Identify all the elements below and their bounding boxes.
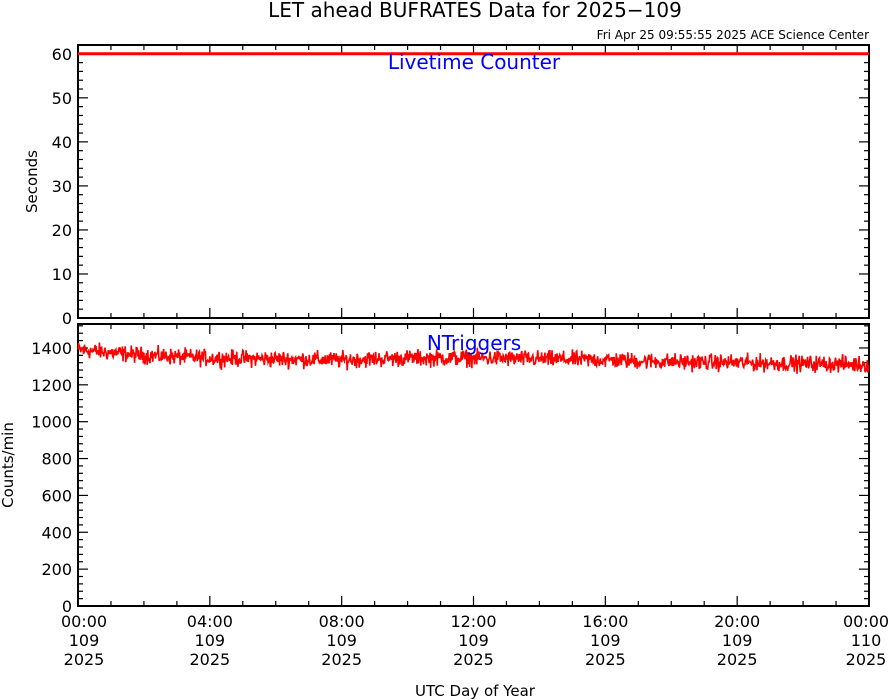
series-line — [77, 342, 870, 374]
x-tick-label: 2025 — [321, 650, 362, 669]
panel-frame — [77, 44, 870, 319]
x-tick-label: 2025 — [846, 650, 887, 669]
panel-annotation: NTriggers — [427, 331, 521, 355]
y-tick-label: 1000 — [31, 413, 72, 432]
x-tick-label: 2025 — [189, 650, 230, 669]
x-tick-label: 110 — [851, 631, 882, 650]
y-tick-label: 20 — [52, 221, 72, 240]
timestamp: Fri Apr 25 09:55:55 2025 ACE Science Cen… — [597, 28, 869, 42]
x-tick-label: 2025 — [64, 650, 105, 669]
x-tick-label: 109 — [722, 631, 753, 650]
y-tick-label: 1200 — [31, 376, 72, 395]
y-tick-label: 200 — [41, 560, 72, 579]
x-axis-label: UTC Day of Year — [415, 682, 536, 700]
y-axis-label: Seconds — [23, 150, 41, 213]
x-tick-label: 2025 — [453, 650, 494, 669]
y-tick-label: 10 — [52, 265, 72, 284]
x-tick-label: 109 — [195, 631, 226, 650]
x-tick-label: 109 — [590, 631, 621, 650]
x-tick-label: 109 — [69, 631, 100, 650]
x-tick-label: 109 — [326, 631, 357, 650]
y-tick-label: 30 — [52, 177, 72, 196]
y-tick-label: 600 — [41, 486, 72, 505]
y-tick-label: 800 — [41, 450, 72, 469]
bottom-panel: 0 200 400 600 800 1000 1200 1400 Counts/min NTrig… — [0, 323, 870, 616]
y-tick-label: 40 — [52, 133, 72, 152]
y-tick-label: 0 — [62, 597, 72, 616]
panel-annotation: Livetime Counter — [388, 50, 561, 74]
y-tick-label: 1400 — [31, 339, 72, 358]
y-tick-label: 0 — [62, 309, 72, 328]
x-tick-label: 00:00 — [61, 612, 107, 631]
y-tick-label: 50 — [52, 89, 72, 108]
x-tick-label: 20:00 — [714, 612, 760, 631]
x-tick-label: 12:00 — [450, 612, 496, 631]
x-tick-label: 2025 — [717, 650, 758, 669]
top-panel: 0 10 20 30 40 50 60 Seconds Livetime Counter — [23, 44, 870, 328]
y-tick-label: 400 — [41, 523, 72, 542]
y-tick-label: 60 — [52, 45, 72, 64]
x-tick-label: 04:00 — [187, 612, 233, 631]
x-tick-label: 00:00 — [843, 612, 889, 631]
x-axis-labels: 00:00109202504:00109202508:00109202512:0… — [61, 612, 889, 669]
y-axis-label: Counts/min — [0, 422, 17, 508]
x-tick-label: 08:00 — [319, 612, 365, 631]
panel-frame — [77, 323, 870, 607]
x-tick-label: 2025 — [585, 650, 626, 669]
x-tick-label: 16:00 — [582, 612, 628, 631]
chart-title: LET ahead BUFRATES Data for 2025−109 — [268, 0, 682, 22]
x-tick-label: 109 — [458, 631, 489, 650]
